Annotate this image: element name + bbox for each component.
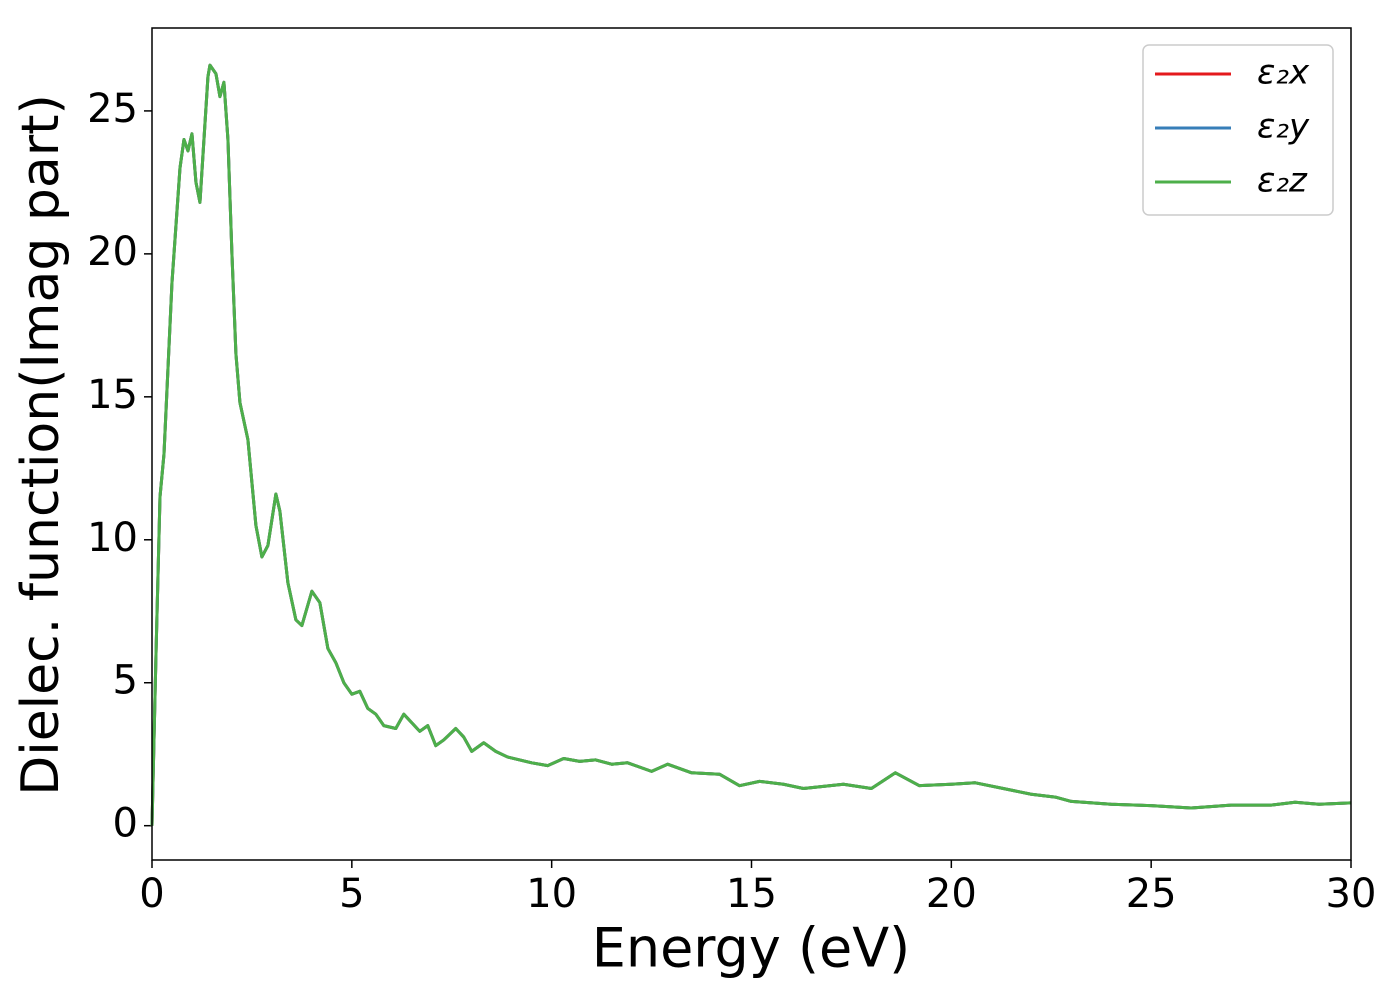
y-tick-label: 0	[113, 801, 138, 847]
y-tick-label: 25	[87, 86, 138, 132]
plot-frame	[151, 27, 1352, 861]
x-axis-label: Energy (eV)	[592, 917, 911, 980]
series-line	[150, 63, 1352, 826]
y-tick-label: 20	[87, 229, 138, 275]
legend-label: ε₂x	[1257, 53, 1310, 93]
y-tick-label: 10	[87, 515, 138, 561]
legend-label: ε₂z	[1257, 161, 1308, 201]
legend-label: ε₂y	[1257, 107, 1310, 147]
x-tick-label: 20	[926, 871, 977, 917]
y-tick-label: 15	[87, 372, 138, 418]
legend-box	[1142, 44, 1334, 216]
y-tick-label: 5	[113, 658, 138, 704]
x-tick-label: 5	[339, 871, 364, 917]
x-tick-label: 25	[1126, 871, 1177, 917]
x-tick-label: 30	[1326, 871, 1377, 917]
x-tick-label: 10	[526, 871, 577, 917]
y-axis-label: Dielec. function(Imag part)	[11, 94, 71, 796]
x-tick-label: 15	[726, 871, 777, 917]
x-tick-label: 0	[139, 871, 164, 917]
